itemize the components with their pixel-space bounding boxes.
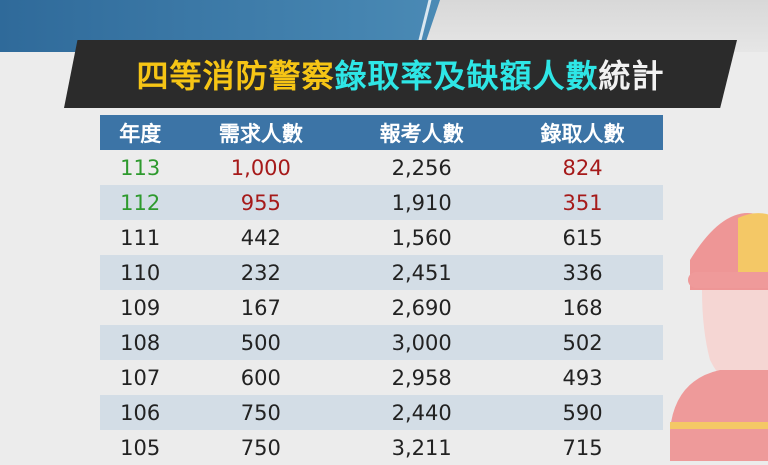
table-cell: 336 [502,255,663,290]
table-header: 年度 需求人數 報考人數 錄取人數 [100,115,663,150]
table-cell: 107 [120,365,161,390]
table-cell: 824 [562,155,603,180]
table-cell: 615 [562,225,603,250]
column-header: 年度 [100,115,181,150]
table-row: 111 442 1,560 615 [100,220,663,255]
table-cell: 105 [120,435,161,460]
table-cell: 502 [502,325,663,360]
table-cell: 3,211 [391,435,452,460]
table-row: 105 750 3,211 715 [100,430,663,465]
table-cell: 168 [562,295,603,320]
table-row: 107 600 2,958 493 [100,360,663,395]
table-cell: 108 [100,325,181,360]
title-bar [64,40,737,108]
table-cell: 590 [502,395,663,430]
stats-table: 年度 需求人數 報考人數 錄取人數 113 1,000 2,256 824 112 955 1,9… [100,115,663,465]
table-row: 110 232 2,451 336 [100,255,663,290]
column-header: 需求人數 [180,115,342,150]
table-cell: 493 [562,365,603,390]
table-cell: 112 [100,185,181,220]
table-row: 108 500 3,000 502 [100,325,663,360]
table-cell: 232 [180,255,342,290]
title-part-1: 四等消防警察 [136,57,335,95]
column-header: 報考人數 [341,115,503,150]
table-cell: 500 [180,325,342,360]
table-cell: 113 [120,155,161,180]
table-cell: 750 [180,395,342,430]
page-title: 四等消防警察 錄取率及缺額人數 統計 [64,40,737,108]
table-cell: 2,451 [341,255,503,290]
table-cell: 715 [562,435,603,460]
table-cell: 3,000 [341,325,503,360]
firefighter-icon [670,213,768,461]
table-row: 106 750 2,440 590 [100,395,663,430]
table-row: 109 167 2,690 168 [100,290,663,325]
table-cell: 1,910 [341,185,503,220]
table-cell: 1,560 [391,225,452,250]
table-cell: 600 [240,365,281,390]
table-cell: 2,958 [391,365,452,390]
table-cell: 351 [502,185,663,220]
table-cell: 442 [240,225,281,250]
table-cell: 167 [240,295,281,320]
table-cell: 955 [180,185,342,220]
table-cell: 1,000 [230,155,291,180]
table-row: 113 1,000 2,256 824 [100,150,663,185]
table-cell: 109 [120,295,161,320]
table-cell: 2,256 [391,155,452,180]
table-cell: 106 [100,395,181,430]
table-cell: 2,690 [391,295,452,320]
title-part-3: 統計 [598,57,665,95]
column-header: 錄取人數 [502,115,663,150]
table-cell: 2,440 [341,395,503,430]
title-part-2: 錄取率及缺額人數 [334,57,599,95]
table-cell: 750 [240,435,281,460]
table-cell: 111 [120,225,161,250]
table-cell: 110 [100,255,181,290]
table-row: 112 955 1,910 351 [100,185,663,220]
